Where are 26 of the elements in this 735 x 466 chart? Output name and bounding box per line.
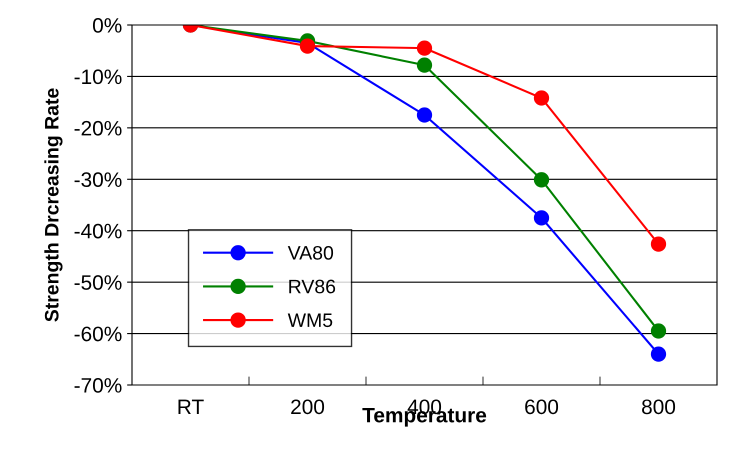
y-tick-label: -70%	[74, 378, 122, 393]
point	[416, 107, 432, 123]
y-tick-label: -50%	[74, 275, 122, 290]
point	[650, 346, 666, 362]
y-tick-label: 0%	[92, 18, 122, 33]
y-tick-label: -30%	[74, 172, 122, 188]
point	[416, 40, 432, 56]
x-tick-label: 800	[642, 399, 676, 414]
point	[650, 323, 666, 339]
point	[534, 172, 550, 188]
y-tick-label: -10%	[74, 69, 122, 84]
legend-label: VA80	[288, 246, 334, 260]
x-tick-label: 600	[525, 399, 558, 414]
point	[650, 236, 666, 252]
y-tick-label: -40%	[74, 224, 122, 238]
point	[534, 210, 550, 226]
point	[416, 57, 432, 73]
legend-label: WM5	[288, 314, 332, 328]
point	[534, 90, 550, 106]
y-tick-label: -20%	[74, 120, 122, 136]
legend-label: RV86	[289, 280, 336, 294]
y-axis-title: Strength Drcreasing Rate	[44, 88, 63, 322]
x-tick-label: RT	[178, 400, 204, 414]
point	[300, 38, 316, 54]
x-tick-label: 200	[291, 399, 324, 414]
y-tick-label: -60%	[74, 326, 122, 342]
